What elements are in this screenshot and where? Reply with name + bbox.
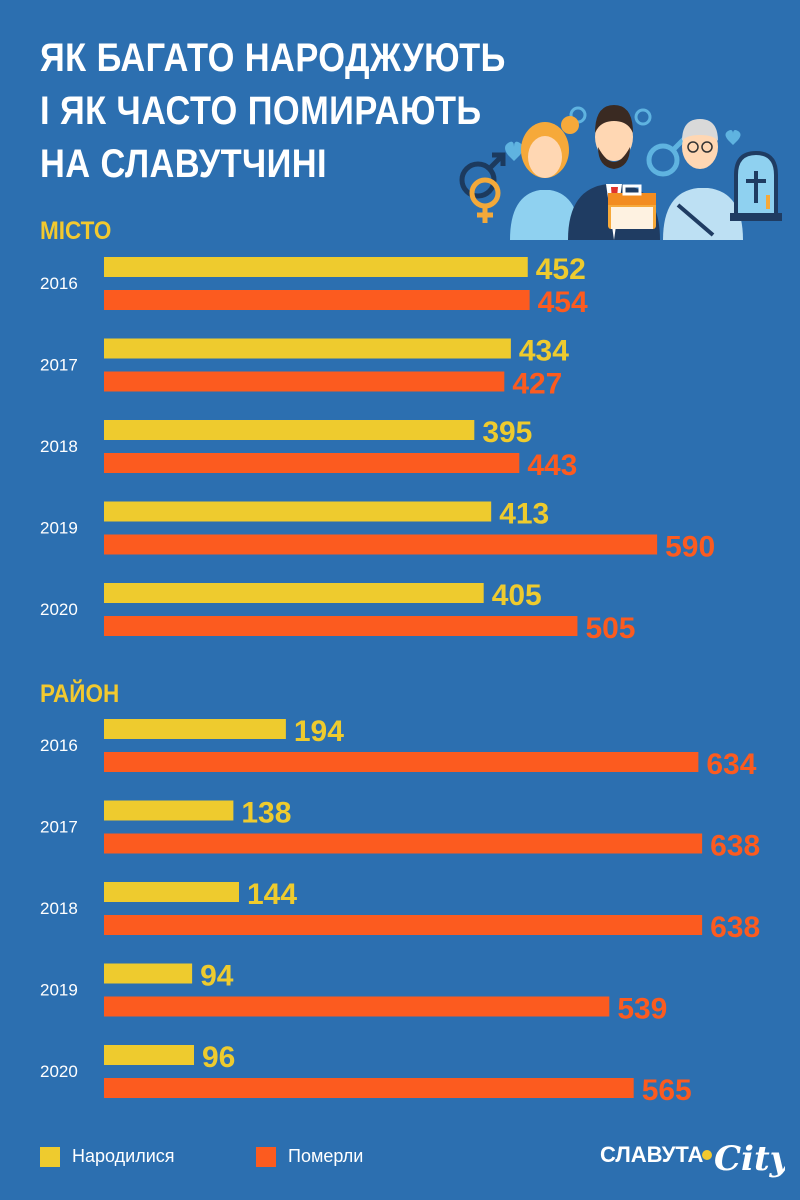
bar-died xyxy=(104,833,703,854)
family-illustration xyxy=(459,105,782,240)
value-label-born: 96 xyxy=(202,1041,235,1074)
bar-born xyxy=(104,963,193,984)
year-label: 2016 xyxy=(40,274,78,293)
value-label-died: 539 xyxy=(617,993,667,1026)
bar-died xyxy=(104,996,610,1017)
value-label-died: 565 xyxy=(642,1074,692,1107)
legend-died: Померли xyxy=(256,1146,363,1167)
legend-swatch-born xyxy=(40,1146,60,1167)
value-label-died: 427 xyxy=(512,368,562,401)
legend-born: Народилися xyxy=(40,1146,175,1167)
bar-born xyxy=(104,800,234,821)
tombstone-icon xyxy=(730,150,782,221)
briefcase-icon xyxy=(608,184,656,229)
value-label-born: 405 xyxy=(492,579,542,612)
elderly-figure-icon xyxy=(663,119,743,240)
value-label-born: 395 xyxy=(482,416,532,449)
value-label-died: 443 xyxy=(527,449,577,482)
value-label-died: 634 xyxy=(706,748,756,781)
bar-died xyxy=(104,290,530,310)
legend-label-died: Померли xyxy=(288,1146,364,1166)
gender-symbols-icon xyxy=(459,106,686,223)
section-label-city: МІСТО xyxy=(40,217,112,245)
year-label: 2016 xyxy=(40,736,78,755)
page-title: ЯК БАГАТО НАРОДЖУЮТЬ І ЯК ЧАСТО ПОМИРАЮТ… xyxy=(40,32,506,191)
year-label: 2019 xyxy=(40,981,78,1000)
year-label: 2017 xyxy=(40,356,78,375)
year-label: 2017 xyxy=(40,818,78,837)
bar-died xyxy=(104,752,699,772)
title-line-3: НА СЛАВУТЧИНІ xyxy=(40,142,328,186)
title-line-2: І ЯК ЧАСТО ПОМИРАЮТЬ xyxy=(40,89,482,133)
year-label: 2018 xyxy=(40,899,78,918)
value-label-died: 590 xyxy=(665,531,715,564)
year-label: 2020 xyxy=(40,600,78,619)
year-label: 2019 xyxy=(40,519,78,538)
value-label-born: 413 xyxy=(499,498,549,531)
value-label-born: 144 xyxy=(247,878,297,911)
bar-born xyxy=(104,583,484,603)
title-line-1: ЯК БАГАТО НАРОДЖУЮТЬ xyxy=(40,36,506,80)
value-label-born: 452 xyxy=(536,253,586,286)
bar-born xyxy=(104,420,475,440)
slavuta-city-logo: СЛАВУТА City xyxy=(600,1139,785,1179)
woman-figure-icon xyxy=(510,116,580,240)
bar-died xyxy=(104,1078,634,1098)
legend-label-born: Народилися xyxy=(72,1146,175,1166)
value-label-born: 194 xyxy=(294,715,344,748)
year-label: 2018 xyxy=(40,437,78,456)
hearts-icon xyxy=(505,130,741,161)
value-label-born: 434 xyxy=(519,335,569,368)
year-label: 2020 xyxy=(40,1062,78,1081)
bar-died xyxy=(104,534,658,555)
bar-died xyxy=(104,453,520,473)
bar-born xyxy=(104,501,492,522)
value-label-died: 638 xyxy=(710,830,760,863)
bar-born xyxy=(104,719,286,739)
bar-born xyxy=(104,257,528,277)
bar-died xyxy=(104,616,578,636)
logo-text: СЛАВУТА xyxy=(600,1142,703,1167)
bar-died xyxy=(104,371,505,392)
logo-dot-icon xyxy=(702,1150,712,1160)
value-label-died: 454 xyxy=(538,286,588,319)
bar-born xyxy=(104,338,511,359)
value-label-born: 94 xyxy=(200,960,234,993)
value-label-died: 505 xyxy=(585,612,635,645)
bar-born xyxy=(104,882,239,902)
logo-script: City xyxy=(714,1139,785,1179)
bar-died xyxy=(104,915,703,935)
value-label-died: 638 xyxy=(710,911,760,944)
legend-swatch-died xyxy=(256,1146,276,1167)
value-label-born: 138 xyxy=(241,797,291,830)
bar-born xyxy=(104,1045,194,1065)
section-label-district: РАЙОН xyxy=(40,680,120,708)
